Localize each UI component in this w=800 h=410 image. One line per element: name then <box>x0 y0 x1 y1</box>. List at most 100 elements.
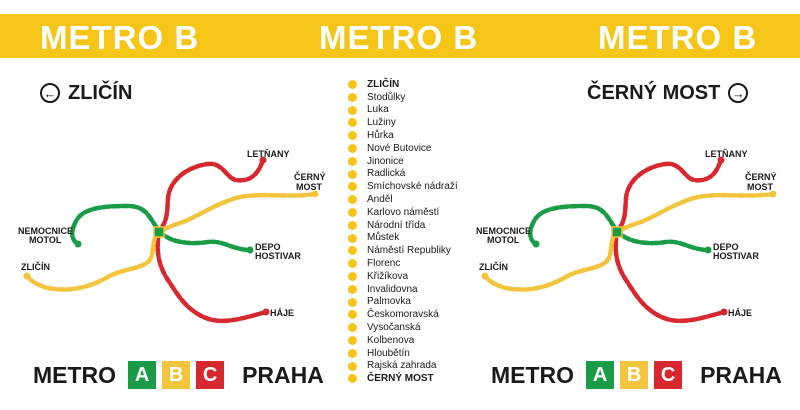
terminal-cerny-most <box>769 190 777 198</box>
line-a-badge: A <box>586 361 615 389</box>
station-dot-icon <box>348 143 357 153</box>
station-item: Můstek <box>348 232 478 245</box>
label-cerny-most-1: ČERNÝ <box>745 171 777 182</box>
map-left-labels: LETŇANY ČERNÝ MOST NEMOCNICE MOTOL DEPO … <box>18 148 326 318</box>
station-dot-icon <box>348 169 357 179</box>
banner-title-right: METRO B <box>598 19 758 56</box>
station-item: Anděl <box>348 193 478 206</box>
banner-title-left: METRO B <box>40 19 200 56</box>
station-item: ČERNÝ MOST <box>348 372 478 385</box>
arrow-left-circle-icon: ← <box>40 83 60 103</box>
station-dot-icon <box>348 156 357 166</box>
label-cerny-most-2: MOST <box>747 182 774 192</box>
station-item: Lužiny <box>348 116 478 129</box>
station-name: Křižíkova <box>367 270 409 282</box>
station-item: Nové Butovice <box>348 142 478 155</box>
brand-praha-word: PRAHA <box>242 361 324 388</box>
brand-left: METRO A B C PRAHA <box>33 360 324 390</box>
map-left-terminals <box>23 156 319 316</box>
station-name: Hloubětín <box>367 347 410 359</box>
station-dot-icon <box>348 271 357 281</box>
label-depo-1: DEPO <box>255 242 281 252</box>
station-item: Vysočanská <box>348 321 478 334</box>
station-name: Nové Butovice <box>367 142 432 154</box>
direction-right-label: ČERNÝ MOST <box>587 81 721 104</box>
station-name: Palmovka <box>367 296 411 308</box>
station-dot-icon <box>348 105 357 115</box>
station-dot-icon <box>348 297 357 307</box>
station-name: Náměstí Republiky <box>367 245 451 257</box>
station-item: ZLIČÍN <box>348 78 478 91</box>
station-item: Českomoravská <box>348 308 478 321</box>
station-name: Stodůlky <box>367 91 406 103</box>
line-b-path <box>482 191 776 292</box>
station-dot-icon <box>348 195 357 205</box>
station-name: Luka <box>367 104 389 116</box>
station-item: Palmovka <box>348 296 478 309</box>
line-b-badge: B <box>620 361 649 389</box>
label-letnany: LETŇANY <box>705 148 748 159</box>
station-name: Můstek <box>367 232 400 244</box>
station-item: Hloubětín <box>348 347 478 360</box>
label-depo-1: DEPO <box>713 242 739 252</box>
station-item: Kolbenova <box>348 334 478 347</box>
station-dot-icon <box>348 323 357 333</box>
station-dot-icon <box>348 246 357 256</box>
label-depo-2: HOSTIVAR <box>255 251 301 261</box>
line-b-badge: B <box>162 361 191 389</box>
terminal-zlicin <box>23 272 31 280</box>
network-map-right: LETŇANY ČERNÝ MOST NEMOCNICE MOTOL DEPO … <box>476 148 777 324</box>
label-nemocnice-2: MOTOL <box>29 235 62 245</box>
map-right-labels: LETŇANY ČERNÝ MOST NEMOCNICE MOTOL DEPO … <box>476 148 777 318</box>
label-cerny-most-1: ČERNÝ <box>294 171 326 182</box>
label-nemocnice-1: NEMOCNICE <box>18 226 73 236</box>
station-dot-icon <box>348 92 357 102</box>
station-name: Rajská zahrada <box>367 360 437 372</box>
terminal-depo-hostivar <box>246 246 254 254</box>
station-name: Jinonice <box>367 155 404 167</box>
line-a-badge: A <box>128 361 157 389</box>
line-c-badge: C <box>654 361 683 389</box>
terminal-letnany <box>259 156 267 164</box>
station-name: Invalidovna <box>367 283 418 295</box>
terminal-nemocnice-motol <box>74 240 82 248</box>
direction-left-label: ZLIČÍN <box>68 81 133 104</box>
station-item: Smíchovské nádraží <box>348 180 478 193</box>
station-dot-icon <box>348 182 357 192</box>
station-item: Náměstí Republiky <box>348 244 478 257</box>
station-item: Karlovo náměstí <box>348 206 478 219</box>
station-dot-icon <box>348 374 357 384</box>
station-name: Florenc <box>367 258 401 270</box>
label-depo-2: HOSTIVAR <box>713 251 759 261</box>
station-item: Radlická <box>348 168 478 181</box>
station-name: ZLIČÍN <box>367 78 400 90</box>
line-b-path <box>24 191 318 292</box>
line-c-badge: C <box>196 361 225 389</box>
station-name: Českomoravská <box>367 309 439 321</box>
station-name: Radlická <box>367 168 406 180</box>
station-name: Vysočanská <box>367 322 421 334</box>
station-name: Smíchovské nádraží <box>367 181 458 193</box>
station-item: Jinonice <box>348 155 478 168</box>
terminal-depo-hostivar <box>704 246 712 254</box>
station-name: ČERNÝ MOST <box>367 373 434 385</box>
map-right-lines <box>482 157 776 324</box>
terminal-haje <box>262 308 270 316</box>
map-right-terminals <box>481 156 777 316</box>
brand-metro-word: METRO <box>491 361 575 388</box>
station-name: Hůrka <box>367 130 394 142</box>
station-dot-icon <box>348 361 357 371</box>
terminal-zlicin <box>481 272 489 280</box>
brand-right: METRO A B C PRAHA <box>491 360 782 390</box>
transfer-hub <box>153 226 165 238</box>
station-dot-icon <box>348 310 357 320</box>
station-dot-icon <box>348 207 357 217</box>
station-name: Lužiny <box>367 117 396 129</box>
station-name: Karlovo náměstí <box>367 206 440 218</box>
line-a-path <box>528 203 711 253</box>
station-dot-icon <box>348 220 357 230</box>
transfer-hub <box>611 226 623 238</box>
station-item: Luka <box>348 104 478 117</box>
station-item: Stodůlky <box>348 91 478 104</box>
station-dot-icon <box>348 131 357 141</box>
